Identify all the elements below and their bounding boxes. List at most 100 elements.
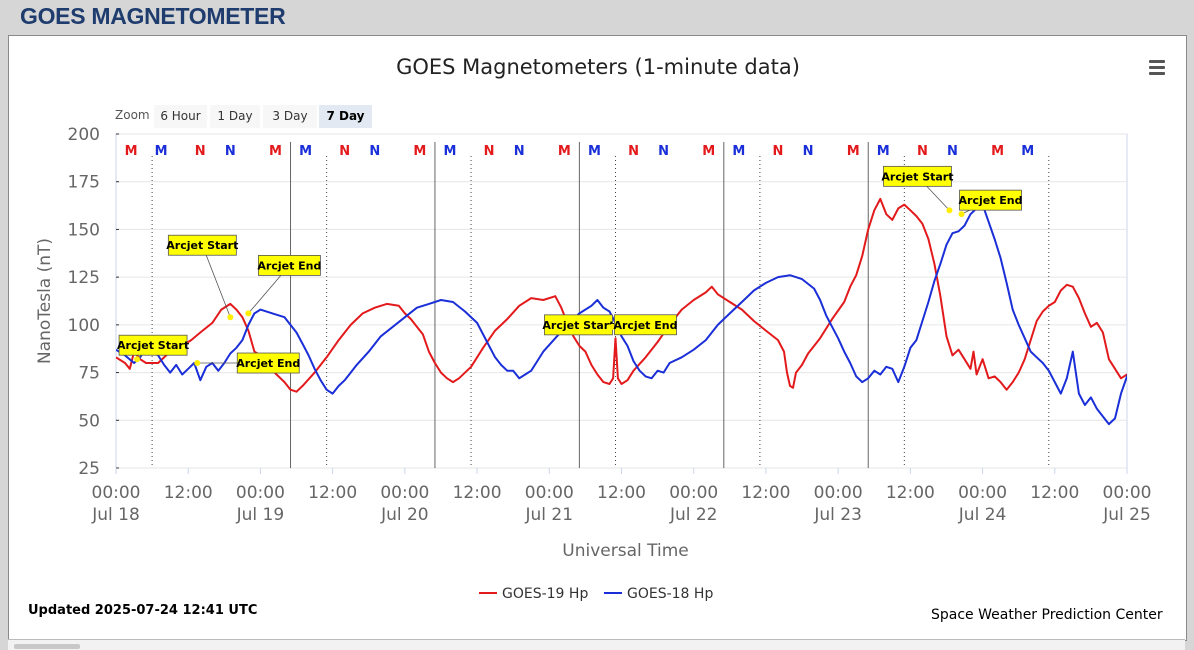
updated-timestamp: Updated 2025-07-24 12:41 UTC [28,603,258,618]
position-marker-label: M [269,144,282,159]
x-tick-label-date: Jul 24 [958,505,1007,525]
y-tick-label: 150 [68,220,100,240]
x-tick-label-time: 00:00 [380,483,429,503]
horizontal-scrollbar[interactable] [8,639,1185,650]
position-marker-label: M [1021,144,1034,159]
y-axis-title: NanoTesla (nT) [35,238,55,364]
position-marker-label: N [484,144,495,159]
annotation-box [118,334,188,356]
annotation-label: Arcjet End [613,319,677,332]
annotation-box [167,234,237,256]
position-marker-label: N [773,144,784,159]
x-tick-label-time: 12:00 [886,483,935,503]
chart-menu-icon[interactable] [1146,60,1168,78]
x-tick-label-time: 00:00 [958,483,1007,503]
annotation-anchor [245,310,252,317]
annotation-box [883,165,952,187]
annotation-label: Arcjet Start [542,319,614,332]
position-marker-label: M [444,144,457,159]
zoom-1-day-button[interactable]: 1 Day [210,105,260,128]
annotation-box [257,255,321,276]
page-title: GOES MAGNETOMETER [20,3,286,29]
position-marker-label: M [155,144,168,159]
annotation-anchor [609,323,616,330]
position-marker-label: N [369,144,380,159]
plot-border [115,133,1128,469]
legend-item-label: GOES-18 Hp [627,586,713,602]
zoom-label: Zoom [115,108,150,122]
position-marker-label: M [588,144,601,159]
position-marker-label: N [947,144,958,159]
x-axis-title: Universal Time [562,541,688,561]
annotation-anchor [194,360,201,367]
x-tick-label-time: 00:00 [814,483,863,503]
x-tick-label-time: 12:00 [741,483,790,503]
credit-text: Space Weather Prediction Center [931,607,1163,623]
x-tick-label-time: 12:00 [164,483,213,503]
position-marker-label: N [628,144,639,159]
y-tick-label: 25 [78,459,100,479]
position-marker-label: M [413,144,426,159]
zoom-3-day-button[interactable]: 3 Day [263,105,317,128]
annotation-anchor [227,314,234,321]
position-marker-label: M [299,144,312,159]
x-tick-label-date: Jul 23 [813,505,862,525]
page-header: GOES MAGNETOMETER [0,0,1194,34]
x-tick-label-date: Jul 20 [380,505,429,525]
x-tick-label-date: Jul 22 [669,505,718,525]
annotation-box [959,189,1022,211]
annotation-label: Arcjet Start [881,170,953,183]
magnetometer-chart: GOES Magnetometers (1-minute data) 25 50 75… [35,55,1152,602]
y-tick-label: 175 [68,173,100,193]
zoom-7-day-button[interactable]: 7 Day [319,105,372,128]
position-marker-label: M [847,144,860,159]
position-marker-label: N [658,144,669,159]
y-tick-label: 75 [78,364,100,384]
position-marker-label: N [195,144,206,159]
annotation-label: Arcjet End [959,194,1023,207]
series-line-goes-18 [116,203,1127,426]
annotation-label: Arcjet Start [166,239,238,252]
position-marker-label: N [917,144,928,159]
scrollbar-thumb[interactable] [14,644,80,649]
x-tick-label-date: Jul 25 [1102,505,1151,525]
y-tick-label: 100 [68,316,100,336]
position-marker-label: M [702,144,715,159]
x-tick-label-date: Jul 21 [525,505,574,525]
position-marker-label: M [991,144,1004,159]
annotation-anchor [958,211,965,218]
position-marker-label: M [732,144,745,159]
x-tick-label-time: 12:00 [597,483,646,503]
series-line-goes-19 [116,197,1127,393]
y-tick-label: 125 [68,268,100,288]
x-tick-label-time: 12:00 [453,483,502,503]
annotation-anchor [946,207,953,214]
x-tick-label-time: 00:00 [1103,483,1152,503]
annotation-connector [201,245,231,318]
position-marker-label: N [339,144,350,159]
position-marker-label: M [558,144,571,159]
annotation-label: Arcjet End [257,259,321,272]
annotation-label: Arcjet End [236,357,300,370]
x-tick-label-date: Jul 19 [236,505,285,525]
x-tick-label-time: 12:00 [1030,483,1079,503]
chart-title: GOES Magnetometers (1-minute data) [396,55,800,79]
y-tick-label: 50 [78,411,100,431]
position-marker-label: N [514,144,525,159]
x-tick-label-time: 12:00 [308,483,357,503]
y-tick-label: 200 [68,125,100,145]
annotation-box [236,352,300,374]
chart-legend: GOES-19 Hp GOES-18 Hp [479,586,713,602]
position-marker-label: N [225,144,236,159]
position-marker-label: N [803,144,814,159]
x-tick-label-time: 00:00 [236,483,285,503]
position-marker-label: M [125,144,138,159]
annotation-label: Arcjet Start [117,339,189,352]
annotation-anchor [134,356,141,363]
x-tick-label-time: 00:00 [92,483,141,503]
position-marker-label: M [877,144,890,159]
x-tick-label-date: Jul 18 [91,505,140,525]
zoom-6-hour-button[interactable]: 6 Hour [154,105,207,128]
chart-panel: GOES Magnetometers (1-minute data) 25 50 75… [8,35,1187,641]
annotation-box [614,314,677,336]
